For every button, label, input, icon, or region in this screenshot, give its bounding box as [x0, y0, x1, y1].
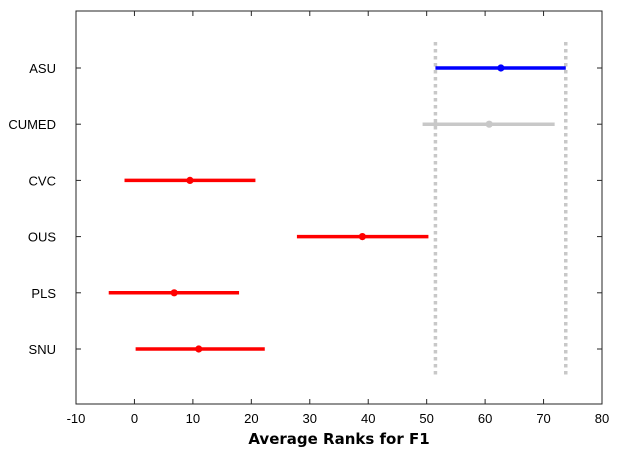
x-tick-label: 50	[419, 411, 433, 426]
y-tick-label: SNU	[29, 342, 56, 357]
mean-marker-asu	[497, 64, 505, 72]
x-tick-label: -10	[67, 411, 86, 426]
x-tick-label: 70	[536, 411, 550, 426]
y-tick-label: CVC	[29, 173, 56, 188]
x-tick-label: 0	[131, 411, 138, 426]
y-tick-label: OUS	[28, 230, 57, 245]
x-tick-label: 80	[595, 411, 609, 426]
x-tick-label: 40	[361, 411, 375, 426]
plot-area	[75, 10, 603, 405]
y-tick-label: ASU	[29, 61, 56, 76]
x-tick-label: 20	[244, 411, 258, 426]
mean-marker-snu	[195, 345, 203, 353]
x-axis-title: Average Ranks for F1	[248, 430, 429, 448]
x-tick-label: 10	[186, 411, 200, 426]
mean-marker-pls	[170, 289, 178, 297]
mean-marker-ous	[358, 233, 366, 241]
y-tick-label: CUMED	[8, 117, 56, 132]
y-tick-label: PLS	[31, 286, 56, 301]
mean-marker-cvc	[186, 176, 194, 184]
x-tick-label: 60	[478, 411, 492, 426]
x-tick-label: 30	[303, 411, 317, 426]
mean-marker-cumed	[485, 120, 493, 128]
